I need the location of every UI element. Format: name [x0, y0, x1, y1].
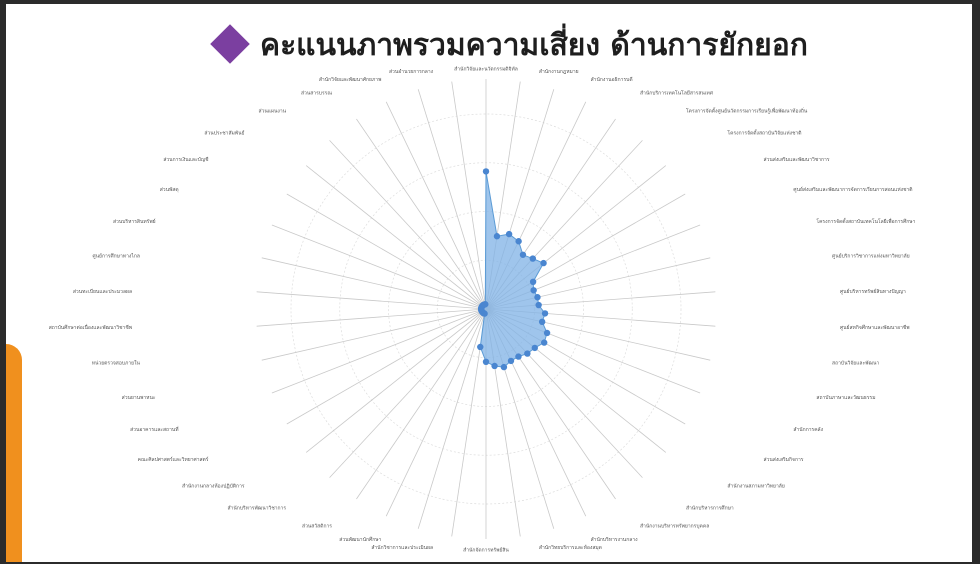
axis-spoke [256, 308, 487, 327]
data-point [505, 230, 513, 238]
category-label: ส่วนส่งเสริมกิจการ [764, 456, 804, 463]
category-label: สำนักงานบริหารทรัพยากรบุคคล [640, 523, 709, 530]
data-point [543, 329, 551, 337]
category-label: ส่วนทะเบียนและประมวลผล [73, 288, 132, 295]
series-area [479, 171, 548, 368]
category-label: สำนักการคลัง [793, 427, 823, 433]
data-point [493, 233, 501, 240]
category-label: ส่วนแผนงาน [259, 108, 287, 114]
data-point [482, 168, 490, 175]
category-label: ส่วนอำนวยการกลาง [389, 69, 434, 75]
category-label: หน่วยตรวจสอบภายใน [92, 360, 141, 367]
data-point [491, 362, 498, 370]
category-label: ส่วนการเงินและบัญชี [163, 156, 209, 163]
category-label: ส่วนประชาสัมพันธ์ [204, 130, 244, 137]
category-label: ส่วนยานพาหนะ [122, 395, 156, 401]
category-label: โครงการจัดตั้งศูนย์นวัตกรรมการเรียนรู้เพ… [686, 105, 808, 114]
category-label: ส่วนบริหารสินทรัพย์ [113, 218, 156, 225]
category-label: สถาบันวิจัยและพัฒนา [832, 360, 879, 367]
radar-category-labels: สำนักวิจัยและนวัตกรรมดิจิทัล สำนักงานกฎหม… [49, 66, 916, 554]
axis-spoke [451, 81, 487, 310]
axis-spoke [417, 89, 487, 310]
category-label: สำนักงานอธิการบดี [591, 76, 633, 83]
category-label: สำนักวิทยบริการและห้องสมุด [539, 544, 602, 551]
data-point [529, 255, 536, 262]
slide-title: คะแนนภาพรวมความเสี่ยง ด้านการยักยอก [260, 28, 808, 63]
category-label: โครงการจัดตั้งสถาบันวิจัยแห่งชาติ [727, 128, 801, 137]
category-label: สถาบันศึกษาต่อเนื่องและพัฒนาวิชาชีพ [49, 324, 132, 331]
axis-spoke [356, 308, 487, 500]
category-label: สำนักจัดการทรัพย์สิน [463, 546, 509, 553]
category-label: ศูนย์การศึกษาทางไกล [92, 252, 140, 259]
axis-spoke [271, 308, 487, 394]
category-label: ศูนย์ส่งเสริมและพัฒนาการจัดการเรียนการสอ… [793, 186, 912, 193]
category-label: ส่วนพัฒนานักศึกษา [339, 536, 381, 543]
axis-spoke [305, 308, 487, 453]
data-point [482, 358, 490, 365]
axis-spoke [286, 308, 487, 425]
category-label: ส่วนสวัสดิการ [302, 523, 332, 530]
category-label: ศูนย์บริหารทรัพย์สินทางปัญญา [840, 288, 906, 295]
category-label: สำนักบริหารงานกลาง [591, 536, 639, 543]
data-point [482, 301, 489, 308]
category-label: ศูนย์สหกิจศึกษาและพัฒนาอาชีพ [840, 324, 910, 331]
axis-spoke [261, 308, 487, 361]
axis-spoke [305, 165, 487, 310]
data-point [524, 350, 531, 357]
axis-spoke [417, 308, 487, 529]
category-label: สำนักวิจัยและนวัตกรรมดิจิทัล [454, 66, 518, 73]
category-label: ส่วนพัสดุ [160, 187, 179, 193]
slide: คะแนนภาพรวมความเสี่ยง ด้านการยักยอก สำนั… [6, 4, 972, 562]
grid-ring [290, 113, 682, 505]
axis-spoke [271, 224, 487, 310]
category-label: ส่วนอาคารและสถานที่ [130, 426, 179, 433]
data-point [515, 353, 522, 360]
category-label: ส่วนสารบรรณ [301, 90, 332, 96]
category-label: สำนักงานสภามหาวิทยาลัย [727, 482, 784, 489]
category-label: สำนักบริหารการศึกษา [686, 505, 734, 512]
data-point [534, 294, 541, 301]
category-label: สำนักวิชาการและประเมินผล [371, 544, 433, 551]
data-point [540, 339, 548, 346]
category-label: สำนักงานกลางห้องปฏิบัติการ [182, 482, 245, 489]
data-point [519, 251, 527, 258]
axis-spoke [329, 140, 487, 310]
data-point [529, 278, 537, 285]
data-point [531, 344, 538, 352]
category-label: โครงการจัดตั้งสถาบันเทคโนโลยีเพื่อการศึก… [816, 216, 915, 225]
orange-accent-bar [6, 344, 22, 562]
axis-spoke [385, 101, 487, 310]
radar-chart: สำนักวิจัยและนวัตกรรมดิจิทัล สำนักงานกฎหม… [49, 66, 916, 554]
axis-spoke [256, 291, 487, 310]
category-label: สำนักบริการเทคโนโลยีสารสนเทศ [640, 89, 714, 96]
data-point [500, 363, 508, 371]
category-label: สำนักวิจัยและพัฒนาศักยภาพ [319, 76, 382, 83]
axis-spoke [385, 308, 487, 517]
category-label: สำนักบริหารพัฒนาวิชาการ [228, 505, 287, 512]
axis-spoke [261, 257, 487, 310]
axis-spoke [329, 308, 487, 478]
data-point [535, 301, 542, 309]
data-point [538, 318, 546, 326]
category-label: สำนักงานกฎหมาย [539, 69, 579, 75]
data-point [541, 310, 549, 317]
data-point [540, 259, 547, 267]
radar-series [477, 168, 551, 371]
category-label: ส่วนส่งเสริมและพัฒนาวิชาการ [764, 156, 830, 163]
category-label: สถาบันภาษาและวัฒนธรรม [816, 395, 875, 401]
category-label: ศูนย์บริการวิชาการแห่งมหาวิทยาลัย [832, 252, 910, 259]
data-point [477, 343, 484, 351]
data-point [515, 238, 522, 245]
axis-spoke [356, 118, 487, 310]
category-label: คณะศิลปศาสตร์และวิทยาศาสตร์ [138, 456, 209, 463]
data-point [507, 357, 515, 365]
axis-spoke [286, 193, 487, 310]
data-point [530, 287, 537, 294]
